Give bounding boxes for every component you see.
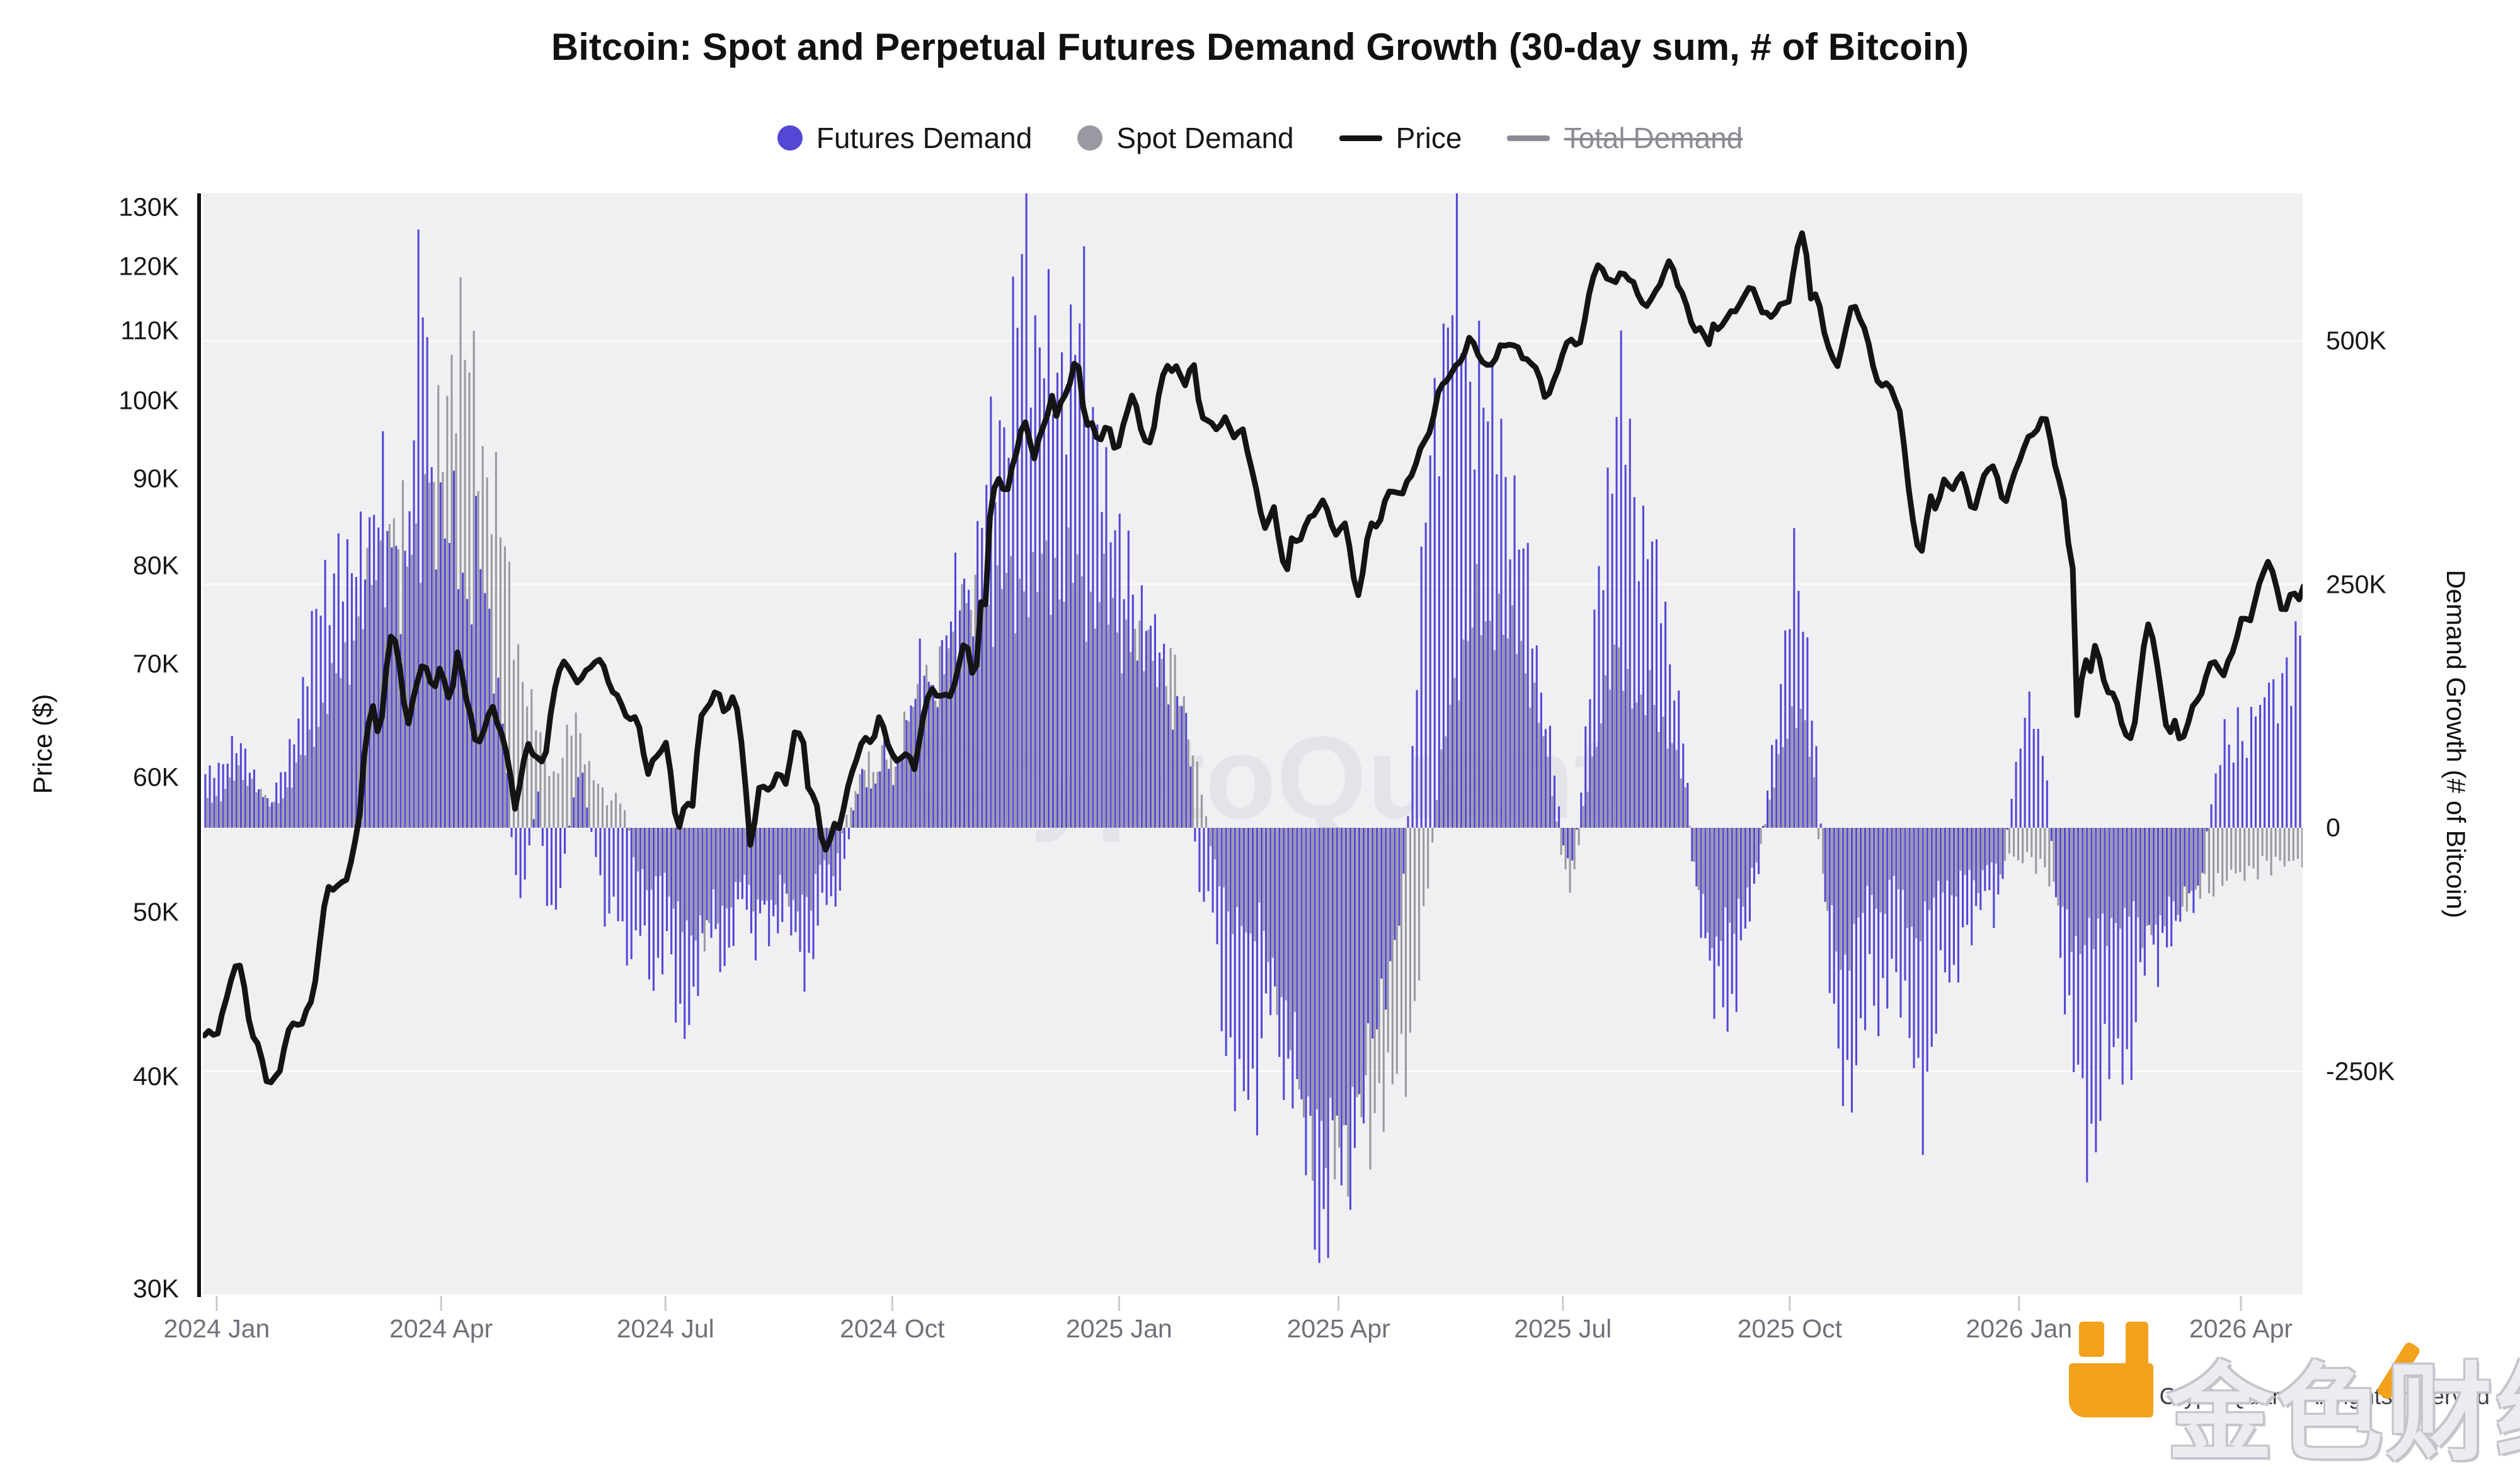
x-tick-2026-Apr: 2026 Apr — [2189, 1314, 2293, 1343]
legend-total-label: Total Demand — [1564, 122, 1743, 154]
price-tick-40K: 40K — [133, 1061, 179, 1091]
price-tick-70K: 70K — [133, 649, 179, 678]
spot-dot-icon — [1077, 125, 1103, 151]
price-tick-80K: 80K — [133, 551, 179, 580]
price-tick-100K: 100K — [118, 386, 179, 415]
legend-item-futures[interactable]: Futures Demand — [777, 121, 1033, 155]
x-tick-2024-Apr: 2024 Apr — [389, 1314, 493, 1343]
x-tick-2024-Jul: 2024 Jul — [616, 1314, 714, 1343]
total-line-icon — [1507, 135, 1550, 141]
price-tick-110K: 110K — [120, 316, 179, 345]
legend-futures-label: Futures Demand — [816, 122, 1033, 154]
legend-item-spot[interactable]: Spot Demand — [1077, 121, 1294, 155]
legend-spot-label: Spot Demand — [1116, 122, 1294, 154]
demand-tick-500K: 500K — [2326, 326, 2386, 355]
x-tick-2025-Apr: 2025 Apr — [1286, 1314, 1390, 1343]
price-tick-50K: 50K — [133, 897, 179, 927]
futures-dot-icon — [777, 125, 803, 151]
legend: Futures Demand Spot Demand Price Total D… — [0, 121, 2520, 155]
price-tick-90K: 90K — [133, 464, 179, 493]
demand-tick-0: 0 — [2326, 813, 2340, 842]
x-tick-2025-Jul: 2025 Jul — [1514, 1314, 1612, 1343]
right-axis-title: Demand Growth (# of Bitcoin) — [2441, 569, 2471, 918]
price-line-icon — [1339, 135, 1382, 141]
demand-tick-250K: 250K — [2326, 569, 2386, 598]
price-tick-120K: 120K — [118, 251, 179, 281]
legend-item-total-disabled[interactable]: Total Demand — [1507, 121, 1743, 155]
x-tick-2025-Oct: 2025 Oct — [1737, 1314, 1843, 1343]
price-tick-130K: 130K — [118, 192, 179, 222]
chart-plot-area: CryptoQuant — [197, 193, 2303, 1311]
brand-watermark-text: 金色财经 — [2167, 1354, 2520, 1473]
price-line — [203, 230, 2303, 1085]
price-tick-60K: 60K — [133, 762, 179, 792]
x-tick-2025-Jan: 2025 Jan — [1065, 1314, 1172, 1343]
demand-tick--250K: -250K — [2326, 1056, 2395, 1085]
x-tick-2026-Jan: 2026 Jan — [1966, 1314, 2073, 1343]
copyright-text: © CryptoQuant. All rights reserved — [2136, 1383, 2490, 1409]
price-tick-30K: 30K — [133, 1274, 179, 1303]
x-tick-2024-Oct: 2024 Oct — [840, 1314, 945, 1343]
page-title: Bitcoin: Spot and Perpetual Futures Dema… — [551, 26, 1969, 68]
legend-item-price[interactable]: Price — [1339, 121, 1462, 155]
legend-price-label: Price — [1395, 122, 1462, 154]
jinse-finance-logo-icon — [2068, 1318, 2162, 1417]
x-tick-2024-Jan: 2024 Jan — [163, 1314, 270, 1343]
